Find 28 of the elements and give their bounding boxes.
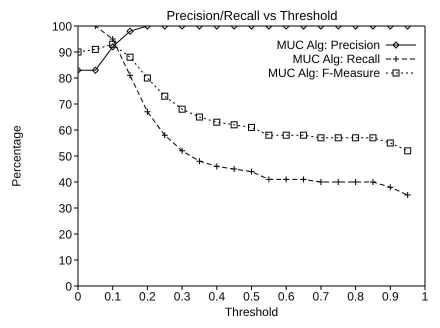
x-tick-label: 1 bbox=[422, 290, 429, 304]
y-tick-label: 20 bbox=[58, 227, 72, 242]
x-tick-label: 0.8 bbox=[347, 290, 364, 304]
x-tick-label: 0 bbox=[74, 290, 82, 304]
y-tick-label: 10 bbox=[58, 253, 72, 268]
x-tick-label: 0.2 bbox=[139, 290, 156, 304]
x-tick-label: 0.9 bbox=[382, 290, 399, 304]
y-axis-title: Percentage bbox=[9, 124, 24, 187]
x-tick-label: 0.5 bbox=[243, 290, 260, 304]
y-tick-label: 70 bbox=[58, 97, 72, 112]
x-tick-label: 0.6 bbox=[278, 290, 295, 304]
y-tick-label: 80 bbox=[58, 71, 72, 86]
x-axis-title: Threshold bbox=[224, 305, 278, 319]
y-tick-label: 40 bbox=[58, 175, 72, 190]
x-tick-label: 0.1 bbox=[104, 290, 122, 304]
legend-label: MUC Alg: Recall bbox=[292, 52, 380, 66]
y-tick-label: 90 bbox=[58, 45, 72, 60]
x-tick-label: 0.3 bbox=[174, 290, 191, 304]
y-tick-label: 0 bbox=[65, 279, 72, 294]
x-tick-label: 0.7 bbox=[312, 290, 330, 304]
x-tick-label: 0.4 bbox=[208, 290, 226, 304]
y-tick-label: 30 bbox=[58, 201, 72, 216]
legend-label: MUC Alg: F-Measure bbox=[268, 66, 380, 80]
chart-title: Precision/Recall vs Threshold bbox=[166, 8, 338, 23]
y-tick-label: 100 bbox=[52, 19, 72, 34]
y-tick-label: 60 bbox=[58, 123, 72, 138]
y-tick-label: 50 bbox=[58, 149, 72, 164]
legend-label: MUC Alg: Precision bbox=[276, 38, 380, 52]
